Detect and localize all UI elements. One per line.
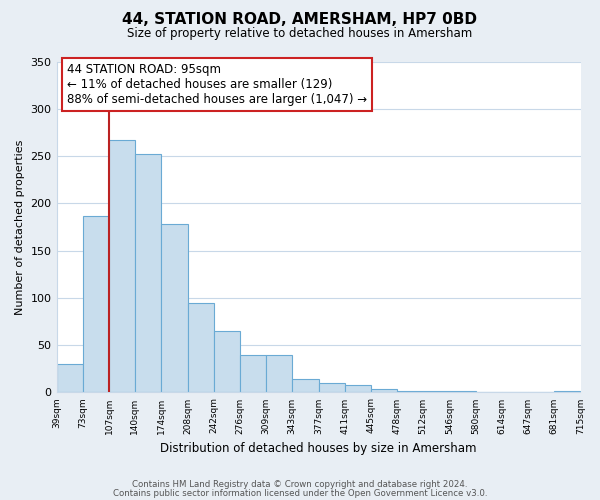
Bar <box>188 302 214 392</box>
Bar <box>214 331 240 392</box>
Bar <box>161 224 188 392</box>
Bar <box>56 364 83 392</box>
Bar <box>292 379 319 392</box>
Text: Contains HM Land Registry data © Crown copyright and database right 2024.: Contains HM Land Registry data © Crown c… <box>132 480 468 489</box>
Bar <box>397 390 423 392</box>
X-axis label: Distribution of detached houses by size in Amersham: Distribution of detached houses by size … <box>160 442 477 455</box>
Text: 44, STATION ROAD, AMERSHAM, HP7 0BD: 44, STATION ROAD, AMERSHAM, HP7 0BD <box>122 12 478 28</box>
Bar <box>266 354 292 393</box>
Text: Contains public sector information licensed under the Open Government Licence v3: Contains public sector information licen… <box>113 488 487 498</box>
Bar <box>83 216 109 392</box>
Text: Size of property relative to detached houses in Amersham: Size of property relative to detached ho… <box>127 28 473 40</box>
Text: 44 STATION ROAD: 95sqm
← 11% of detached houses are smaller (129)
88% of semi-de: 44 STATION ROAD: 95sqm ← 11% of detached… <box>67 63 367 106</box>
Y-axis label: Number of detached properties: Number of detached properties <box>15 140 25 314</box>
Bar <box>345 385 371 392</box>
Bar <box>240 354 266 393</box>
Bar <box>371 388 397 392</box>
Bar <box>109 140 135 392</box>
Bar <box>135 154 161 392</box>
Bar <box>319 383 345 392</box>
